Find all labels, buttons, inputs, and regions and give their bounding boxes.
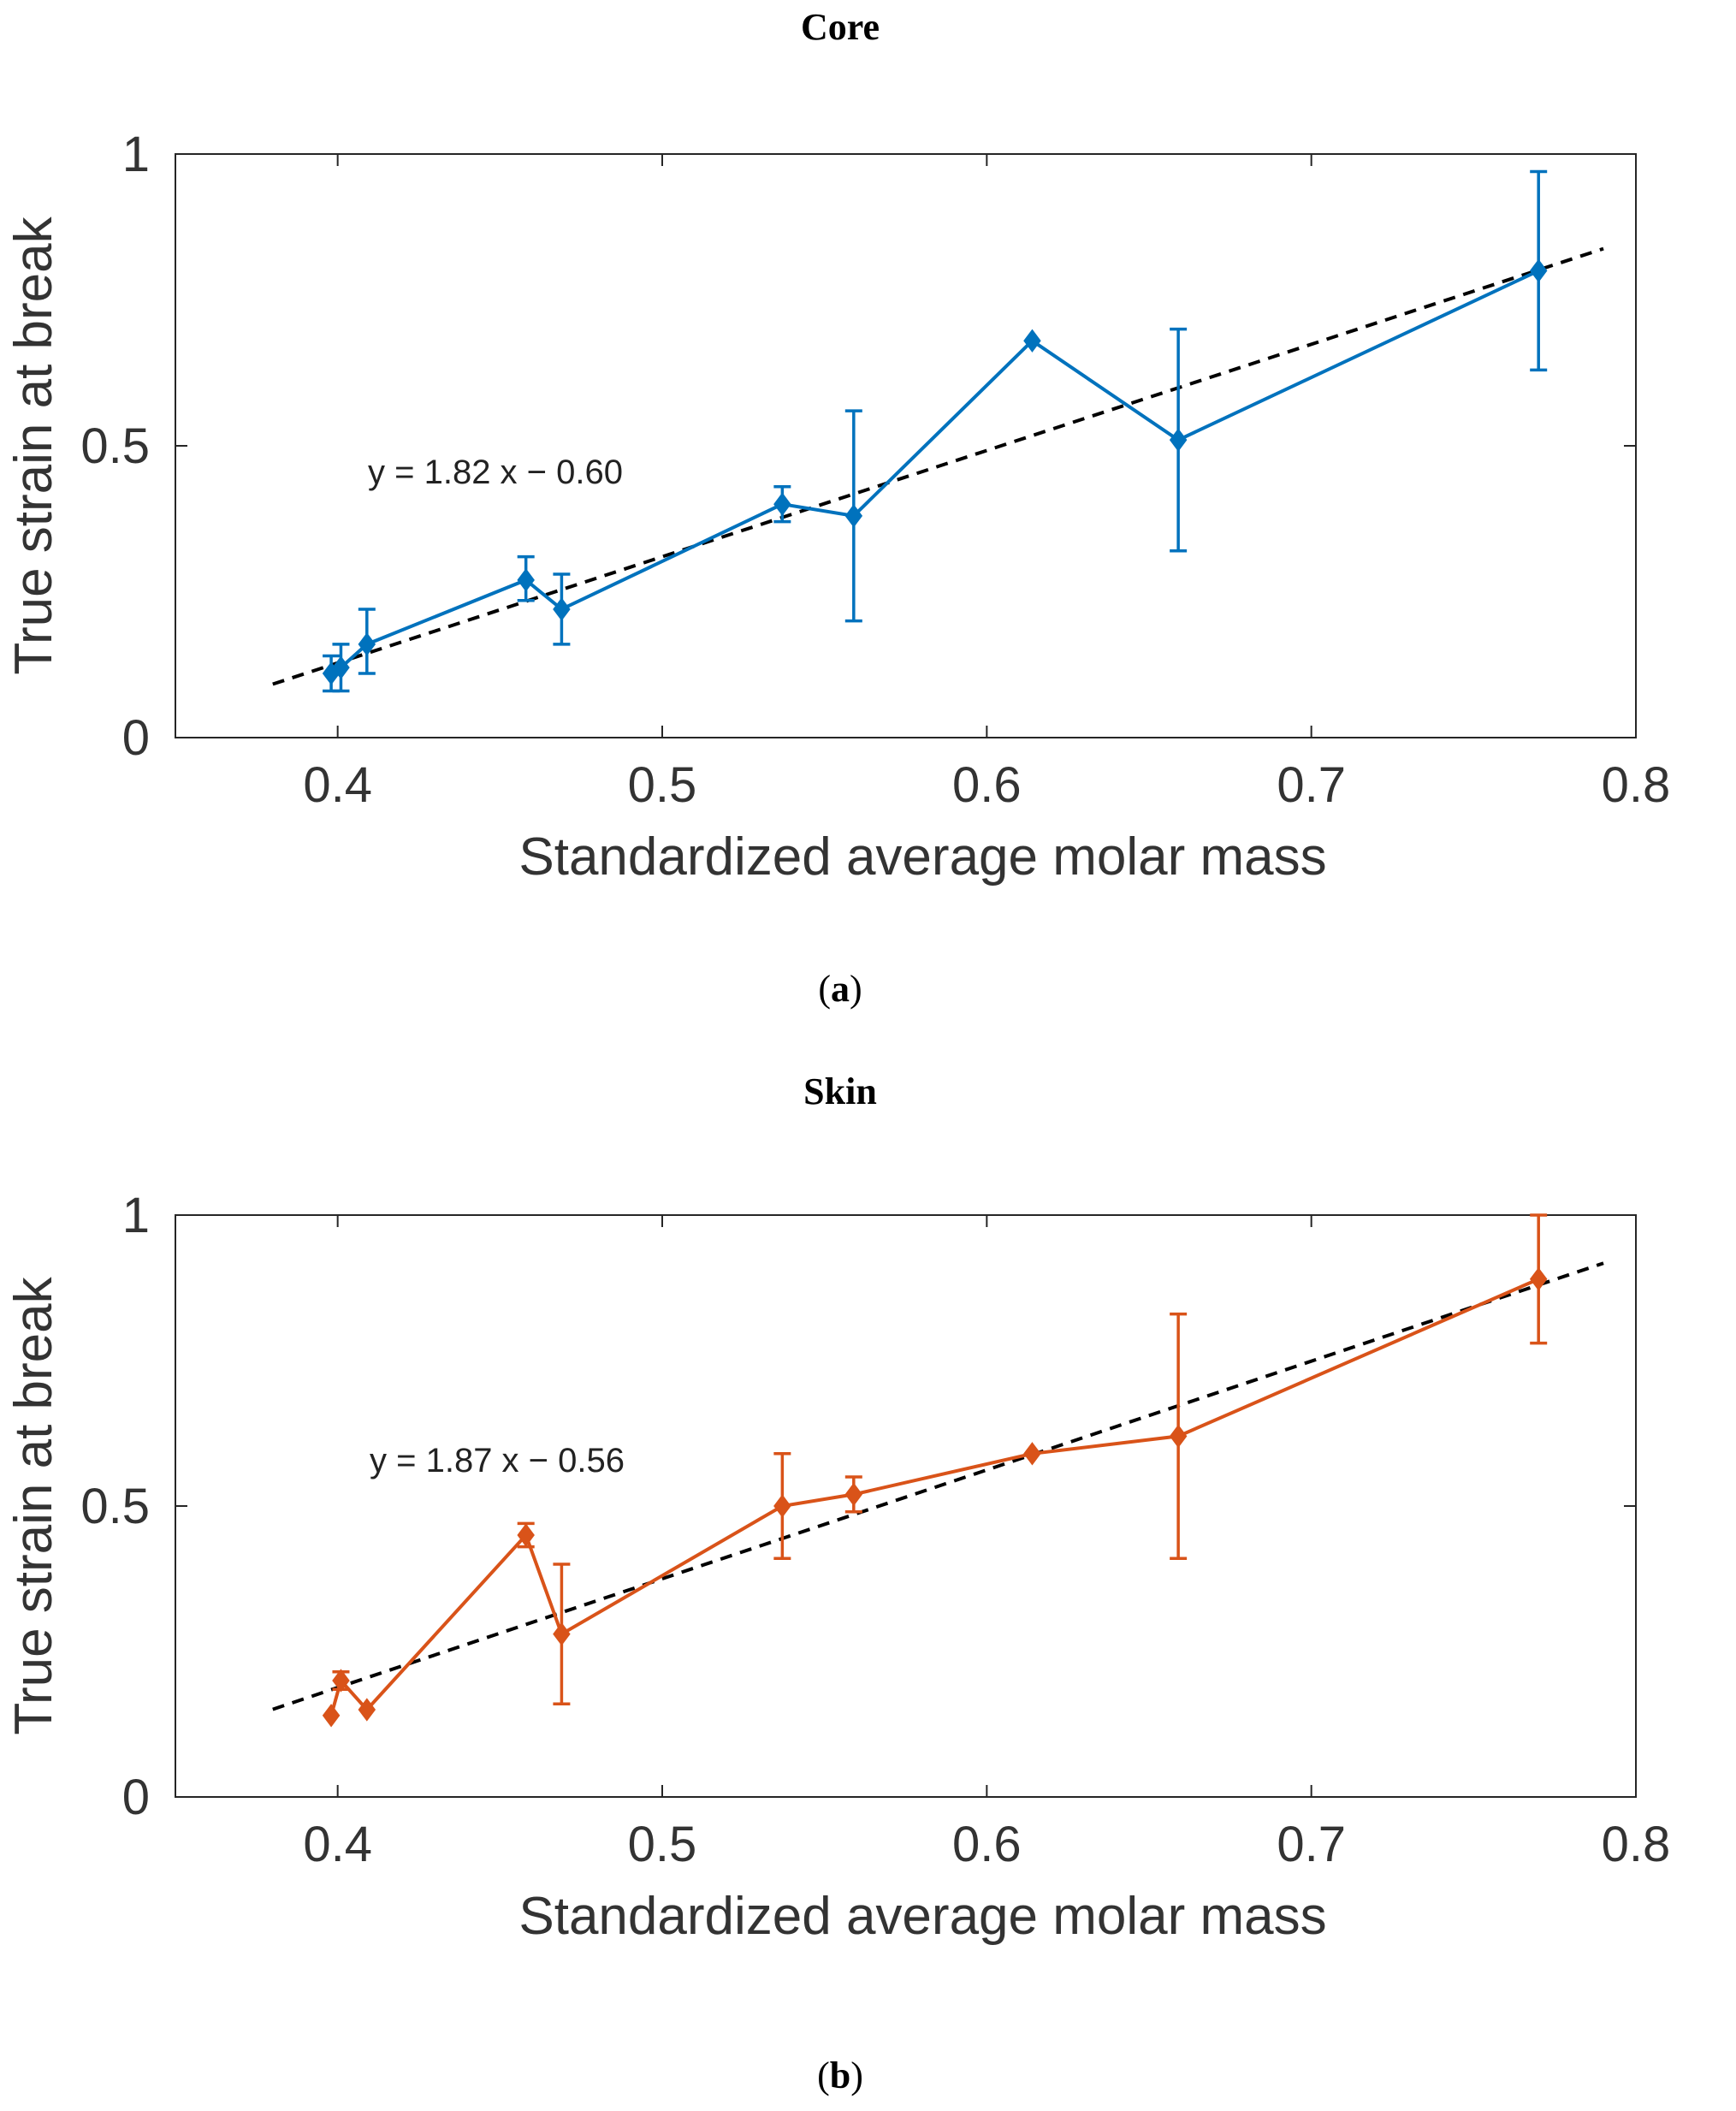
x-axis-label: Standardized average molar mass [518, 1887, 1326, 1946]
x-tick-label: 0.7 [1277, 757, 1346, 813]
data-point [773, 1494, 791, 1518]
data-point [1529, 258, 1548, 283]
plot-area: 0.4 0.5 0.6 0.7 0.8 0 0.5 1 Standardized average… [4, 1188, 1670, 1946]
x-tick-label: 0.5 [628, 757, 697, 813]
fit-equation: y = 1.82 x − 0.60 [368, 454, 623, 491]
x-tick-label: 0.5 [628, 1817, 697, 1872]
y-tick-label: 0 [122, 710, 150, 766]
plot-area: 0.4 0.5 0.6 0.7 0.8 0 0.5 1 Standardized average… [4, 127, 1670, 887]
y-axis-label: True strain at break [4, 1276, 63, 1734]
x-tick-label: 0.7 [1277, 1817, 1346, 1872]
panel-title: Core [801, 6, 880, 48]
series-line [330, 269, 1540, 675]
fit-line [272, 246, 1604, 686]
data-point [1529, 1267, 1548, 1291]
x-tick-label: 0.6 [952, 757, 1022, 813]
data-point [517, 568, 535, 592]
data-point [332, 1669, 350, 1693]
y-tick-label: 1 [122, 1188, 150, 1243]
caption-letter: a [831, 968, 850, 1010]
x-tick-label: 0.8 [1602, 757, 1671, 813]
x-axis-label: Standardized average molar mass [518, 827, 1326, 887]
series-line [329, 1277, 1539, 1717]
y-axis-label: True strain at break [4, 216, 63, 674]
data-point [773, 492, 791, 516]
data-point [358, 632, 376, 656]
data-point [1023, 329, 1041, 353]
caption-letter: b [830, 2055, 850, 2096]
y-tick-label: 1 [122, 127, 150, 182]
y-tick-label: 0.5 [80, 418, 150, 474]
panel-caption: (b) [817, 2055, 863, 2096]
fit-line [272, 1261, 1604, 1711]
x-tick-label: 0.4 [303, 1817, 372, 1872]
data-point [553, 597, 571, 621]
data-point [553, 1622, 571, 1646]
data-point [517, 1523, 535, 1547]
x-tick-label: 0.4 [303, 757, 372, 813]
axes-box [175, 153, 1637, 738]
fit-equation: y = 1.87 x − 0.56 [370, 1442, 625, 1479]
y-tick-label: 0 [122, 1770, 150, 1825]
x-tick-label: 0.8 [1602, 1817, 1671, 1872]
panel-title: Skin [803, 1070, 877, 1112]
x-tick-label: 0.6 [952, 1817, 1022, 1872]
data-point [1023, 1442, 1041, 1466]
data-point [844, 504, 863, 528]
data-point [1169, 1424, 1188, 1449]
panel-core: Core 0.4 0.5 0.6 0.7 0.8 0 0.5 1 Standardized av… [4, 6, 1670, 1010]
data-point [358, 1698, 376, 1722]
data-point [332, 655, 350, 679]
panel-skin: Skin 0.4 0.5 0.6 0.7 0.8 0 0.5 1 Standardized av… [4, 1070, 1670, 2096]
axes-box [175, 1214, 1637, 1798]
panel-caption: (a) [818, 968, 862, 1010]
data-point [322, 1704, 341, 1728]
y-tick-label: 0.5 [80, 1479, 150, 1534]
data-point [1169, 428, 1188, 452]
data-point [844, 1482, 863, 1507]
